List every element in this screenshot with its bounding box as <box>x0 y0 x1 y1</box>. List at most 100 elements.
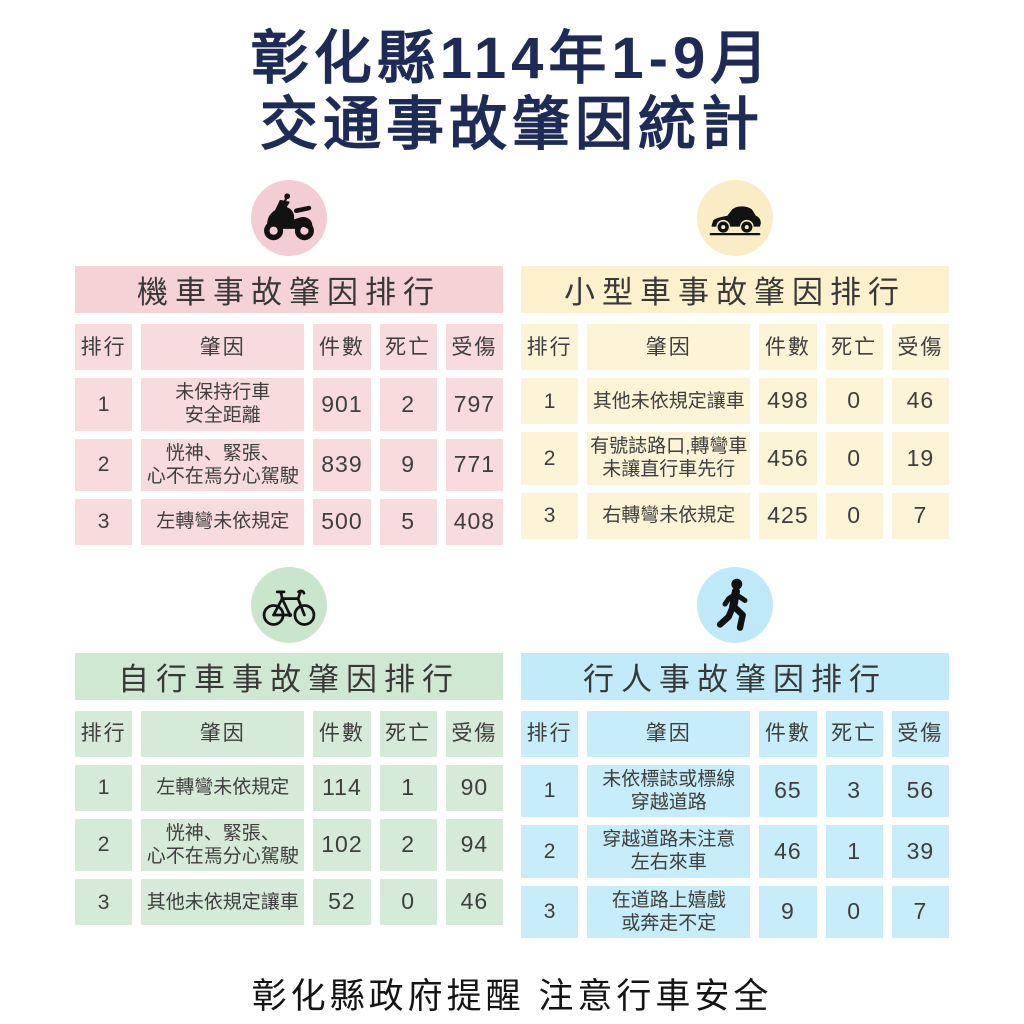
count-cell: 46 <box>759 825 817 878</box>
col-header-cause: 肇因 <box>587 324 751 371</box>
injury-cell: 408 <box>445 498 503 545</box>
rank-cell: 3 <box>521 885 579 938</box>
rank-cell: 2 <box>75 438 133 491</box>
page-title: 彰化縣114年1-9月 交通事故肇因統計 <box>0 26 1024 158</box>
cause-table: 排行 肇因 件數 死亡 受傷 1 其他未依規定讓車 498 0 46 2 有號誌… <box>521 324 949 539</box>
cause-cell: 左轉彎未依規定 <box>141 498 305 545</box>
col-header-injury: 受傷 <box>445 710 503 757</box>
count-cell: 456 <box>759 432 817 485</box>
car-icon <box>697 180 773 257</box>
rank-cell: 2 <box>75 818 133 872</box>
count-cell: 425 <box>759 492 817 539</box>
count-cell: 9 <box>759 885 817 938</box>
rank-cell: 3 <box>521 492 579 539</box>
rank-cell: 3 <box>75 498 133 545</box>
col-header-count: 件數 <box>759 324 817 371</box>
panel-pedestrian: 行人事故肇因排行 排行 肇因 件數 死亡 受傷 1 未依標誌或標線 穿越道路 6… <box>521 566 949 938</box>
injury-cell: 7 <box>891 885 949 938</box>
count-cell: 839 <box>313 438 371 491</box>
count-cell: 102 <box>313 818 371 872</box>
injury-cell: 90 <box>445 764 503 811</box>
cause-cell: 恍神、緊張、 心不在焉分心駕駛 <box>141 818 305 872</box>
panel-title: 小型車事故肇因排行 <box>521 266 949 314</box>
cause-cell: 在道路上嬉戲 或奔走不定 <box>587 885 751 938</box>
cause-cell: 未保持行車 安全距離 <box>141 378 305 431</box>
panel-title: 自行車事故肇因排行 <box>75 652 503 700</box>
panels-grid: 機車事故肇因排行 排行 肇因 件數 死亡 受傷 1 未保持行車 安全距離 901… <box>75 180 949 938</box>
cause-cell: 其他未依規定讓車 <box>587 378 751 425</box>
panel-title: 機車事故肇因排行 <box>75 266 503 314</box>
cause-cell: 其他未依規定讓車 <box>141 879 305 926</box>
col-header-death: 死亡 <box>825 324 883 371</box>
rank-cell: 1 <box>521 764 579 818</box>
cause-table: 排行 肇因 件數 死亡 受傷 1 未保持行車 安全距離 901 2 797 2 … <box>75 324 503 545</box>
cause-table: 排行 肇因 件數 死亡 受傷 1 未依標誌或標線 穿越道路 65 3 56 2 … <box>521 710 949 938</box>
col-header-injury: 受傷 <box>891 324 949 371</box>
bicycle-icon <box>251 566 327 643</box>
rank-cell: 2 <box>521 432 579 485</box>
rank-cell: 1 <box>75 378 133 431</box>
count-cell: 52 <box>313 879 371 926</box>
rank-cell: 1 <box>75 764 133 811</box>
col-header-death: 死亡 <box>825 710 883 757</box>
col-header-death: 死亡 <box>379 710 437 757</box>
death-cell: 1 <box>379 764 437 811</box>
rank-cell: 3 <box>75 879 133 926</box>
count-cell: 500 <box>313 498 371 545</box>
panel-motorcycle: 機車事故肇因排行 排行 肇因 件數 死亡 受傷 1 未保持行車 安全距離 901… <box>75 180 503 545</box>
cause-cell: 左轉彎未依規定 <box>141 764 305 811</box>
death-cell: 9 <box>379 438 437 491</box>
cause-cell: 右轉彎未依規定 <box>587 492 751 539</box>
rank-cell: 2 <box>521 825 579 878</box>
death-cell: 0 <box>825 492 883 539</box>
death-cell: 5 <box>379 498 437 545</box>
col-header-rank: 排行 <box>75 324 133 371</box>
count-cell: 901 <box>313 378 371 431</box>
col-header-death: 死亡 <box>379 324 437 371</box>
injury-cell: 46 <box>891 378 949 425</box>
col-header-count: 件數 <box>759 710 817 757</box>
count-cell: 498 <box>759 378 817 425</box>
panel-small-car: 小型車事故肇因排行 排行 肇因 件數 死亡 受傷 1 其他未依規定讓車 498 … <box>521 180 949 545</box>
death-cell: 2 <box>379 378 437 431</box>
page-title-line1: 彰化縣114年1-9月 <box>250 26 774 91</box>
col-header-rank: 排行 <box>75 710 133 757</box>
cause-cell: 未依標誌或標線 穿越道路 <box>587 764 751 818</box>
cause-cell: 有號誌路口,轉彎車 未讓直行車先行 <box>587 432 751 485</box>
col-header-count: 件數 <box>313 324 371 371</box>
death-cell: 2 <box>379 818 437 872</box>
death-cell: 0 <box>825 378 883 425</box>
death-cell: 1 <box>825 825 883 878</box>
col-header-cause: 肇因 <box>141 324 305 371</box>
col-header-rank: 排行 <box>521 324 579 371</box>
cause-cell: 穿越道路未注意 左右來車 <box>587 825 751 878</box>
injury-cell: 797 <box>445 378 503 431</box>
injury-cell: 7 <box>891 492 949 539</box>
col-header-rank: 排行 <box>521 710 579 757</box>
death-cell: 3 <box>825 764 883 818</box>
death-cell: 0 <box>825 432 883 485</box>
col-header-cause: 肇因 <box>141 710 305 757</box>
cause-table: 排行 肇因 件數 死亡 受傷 1 左轉彎未依規定 114 1 90 2 恍神、緊… <box>75 710 503 926</box>
injury-cell: 56 <box>891 764 949 818</box>
col-header-cause: 肇因 <box>587 710 751 757</box>
injury-cell: 94 <box>445 818 503 872</box>
death-cell: 0 <box>379 879 437 926</box>
cause-cell: 恍神、緊張、 心不在焉分心駕駛 <box>141 438 305 491</box>
rank-cell: 1 <box>521 378 579 425</box>
death-cell: 0 <box>825 885 883 938</box>
injury-cell: 19 <box>891 432 949 485</box>
scooter-icon <box>251 180 327 257</box>
pedestrian-icon <box>697 566 773 643</box>
count-cell: 114 <box>313 764 371 811</box>
panel-title: 行人事故肇因排行 <box>521 652 949 700</box>
injury-cell: 39 <box>891 825 949 878</box>
col-header-injury: 受傷 <box>445 324 503 371</box>
count-cell: 65 <box>759 764 817 818</box>
footer-reminder: 彰化縣政府提醒 注意行車安全 <box>251 976 773 1016</box>
injury-cell: 46 <box>445 879 503 926</box>
col-header-count: 件數 <box>313 710 371 757</box>
col-header-injury: 受傷 <box>891 710 949 757</box>
panel-bicycle: 自行車事故肇因排行 排行 肇因 件數 死亡 受傷 1 左轉彎未依規定 114 1… <box>75 566 503 938</box>
